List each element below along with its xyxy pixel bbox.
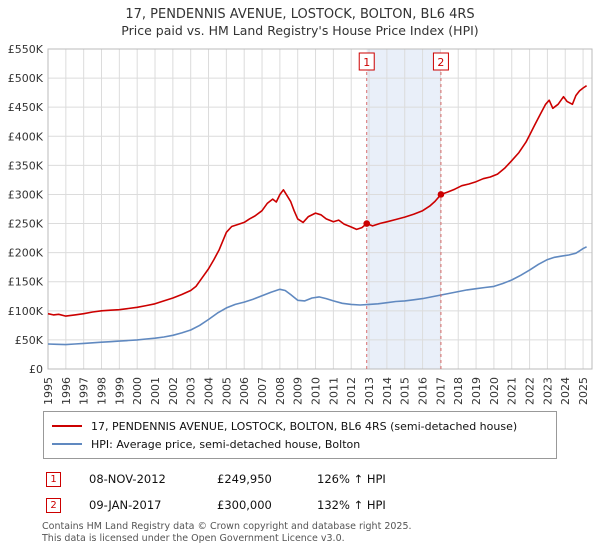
sale-marker-badge xyxy=(358,52,375,71)
sale-annotation-1: 1 08-NOV-2012 £249,950 126% ↑ HPI xyxy=(46,469,600,489)
x-axis-tick-label: 2025 xyxy=(577,377,590,405)
hpi-line xyxy=(47,246,587,346)
sale-2-number-badge: 2 xyxy=(46,497,61,513)
red-line-swatch xyxy=(52,425,82,427)
sale-marker-number: 1 xyxy=(363,56,370,69)
x-axis-tick-label: 1999 xyxy=(113,377,126,405)
page-title: 17, PENDENNIS AVENUE, LOSTOCK, BOLTON, B… xyxy=(125,7,475,22)
x-axis-tick-label: 2022 xyxy=(524,377,537,405)
x-axis-tick-label: 2023 xyxy=(541,377,554,405)
x-axis-tick-label: 2021 xyxy=(506,377,519,405)
y-axis-tick-label: £50K xyxy=(15,334,44,347)
property-price-line xyxy=(47,85,588,317)
x-axis-tick-label: 2003 xyxy=(185,377,198,405)
x-axis-tick-label: 2011 xyxy=(327,377,340,405)
x-axis-tick-label: 2020 xyxy=(488,377,501,405)
x-axis-tick-label: 2002 xyxy=(167,377,180,405)
x-axis-tick-label: 2006 xyxy=(238,377,251,405)
license-footer: Contains HM Land Registry data © Crown c… xyxy=(42,521,600,545)
y-axis-tick-label: £0 xyxy=(29,363,43,376)
legend-item-property: 17, PENDENNIS AVENUE, LOSTOCK, BOLTON, B… xyxy=(52,417,548,435)
legend-item-hpi: HPI: Average price, semi-detached house,… xyxy=(52,435,548,453)
x-axis-tick-label: 2004 xyxy=(203,377,216,405)
sale-2-price: £300,000 xyxy=(217,498,272,512)
chart-legend: 17, PENDENNIS AVENUE, LOSTOCK, BOLTON, B… xyxy=(43,411,557,459)
sale-annotations: 1 08-NOV-2012 £249,950 126% ↑ HPI 2 09-J… xyxy=(46,469,600,515)
blue-line-swatch xyxy=(52,443,82,445)
sale-point-dot xyxy=(363,220,371,227)
x-axis-tick-label: 2013 xyxy=(363,377,376,405)
y-axis-tick-label: £500K xyxy=(8,72,44,85)
y-axis-tick-label: £550K xyxy=(8,43,44,56)
x-axis-tick-label: 1995 xyxy=(42,377,55,405)
sale-2-hpi-percent: 132% ↑ HPI xyxy=(317,498,386,512)
footer-line-2: This data is licensed under the Open Gov… xyxy=(42,533,345,544)
legend-label-property: 17, PENDENNIS AVENUE, LOSTOCK, BOLTON, B… xyxy=(91,419,518,433)
sale-1-number-badge: 1 xyxy=(46,471,61,487)
sale-1-hpi-percent: 126% ↑ HPI xyxy=(317,472,386,486)
plot-border xyxy=(47,48,593,370)
sale-point-dot xyxy=(437,191,445,198)
page-subtitle: Price paid vs. HM Land Registry's House … xyxy=(121,23,479,38)
sale-1-price: £249,950 xyxy=(217,472,272,486)
sale-2-date: 09-JAN-2017 xyxy=(89,498,162,512)
x-axis-tick-label: 2008 xyxy=(274,377,287,405)
y-axis-tick-label: £400K xyxy=(8,130,44,143)
y-axis-tick-label: £100K xyxy=(8,305,44,318)
x-axis-tick-label: 2001 xyxy=(149,377,162,405)
x-axis-tick-label: 2005 xyxy=(220,377,233,405)
y-axis-tick-label: £250K xyxy=(8,218,44,231)
sale-marker-number: 2 xyxy=(437,56,444,69)
x-axis-tick-label: 2016 xyxy=(417,377,430,405)
x-axis-tick-label: 2014 xyxy=(381,377,394,405)
x-axis-tick-label: 2015 xyxy=(399,377,412,405)
footer-line-1: Contains HM Land Registry data © Crown c… xyxy=(42,521,412,532)
x-axis-tick-label: 1996 xyxy=(60,377,73,405)
price-history-chart: £0 £50K £100K £150K £200K £250K £300K £350K £400… xyxy=(8,43,593,405)
y-axis-tick-label: £200K xyxy=(8,247,44,260)
sale-annotation-2: 2 09-JAN-2017 £300,000 132% ↑ HPI xyxy=(46,495,600,515)
x-axis-tick-label: 1998 xyxy=(96,377,109,405)
x-axis-tick-label: 2018 xyxy=(452,377,465,405)
y-axis-tick-label: £300K xyxy=(8,188,44,201)
x-axis-tick-label: 2010 xyxy=(310,377,323,405)
x-axis-tick-label: 2024 xyxy=(559,377,572,405)
x-axis-tick-label: 2009 xyxy=(292,377,305,405)
sale-1-date: 08-NOV-2012 xyxy=(89,472,166,486)
legend-label-hpi: HPI: Average price, semi-detached house,… xyxy=(91,437,361,451)
x-axis-tick-label: 2017 xyxy=(434,377,447,405)
x-axis-tick-label: 2019 xyxy=(470,377,483,405)
x-axis-tick-label: 1997 xyxy=(78,377,91,405)
x-axis-tick-label: 2007 xyxy=(256,377,269,405)
y-axis-tick-label: £450K xyxy=(8,101,44,114)
sale-period-band xyxy=(366,49,441,369)
sale-marker-badge xyxy=(432,52,449,71)
y-axis-tick-label: £150K xyxy=(8,276,44,289)
x-axis-tick-label: 2000 xyxy=(131,377,144,405)
x-axis-tick-label: 2012 xyxy=(345,377,358,405)
y-axis-tick-label: £350K xyxy=(8,159,44,172)
